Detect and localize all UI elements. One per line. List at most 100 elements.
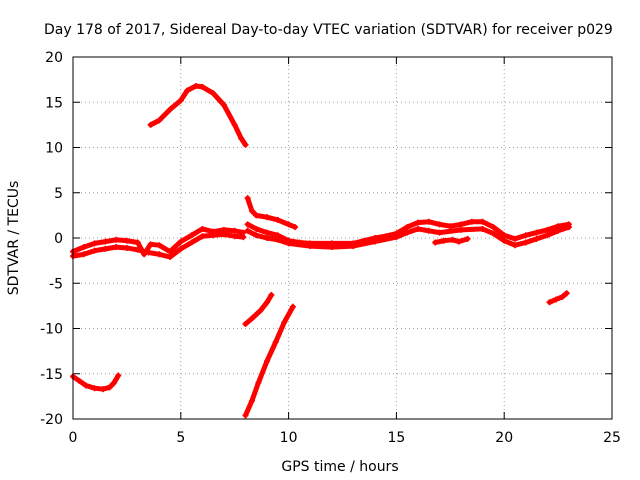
- x-tick-label: 15: [387, 430, 405, 446]
- data-point: [231, 233, 238, 240]
- y-tick-label: 5: [54, 186, 63, 202]
- data-point: [220, 101, 227, 108]
- data-point: [91, 247, 98, 254]
- y-tick-label: 10: [45, 141, 63, 157]
- data-point: [404, 229, 411, 236]
- data-point: [552, 296, 559, 303]
- data-point: [167, 254, 174, 261]
- x-axis-label: GPS time / hours: [281, 459, 398, 475]
- data-point: [240, 234, 247, 241]
- series-right-mid-segment: [242, 292, 275, 327]
- series-low-arc: [70, 372, 122, 393]
- series-line: [148, 83, 248, 148]
- series-jump-segment: [244, 195, 299, 231]
- x-tick-label: 25: [603, 430, 621, 446]
- data-point: [242, 141, 249, 148]
- data-point: [156, 117, 163, 124]
- data-point: [82, 382, 89, 389]
- data-point: [244, 227, 251, 234]
- data-point: [91, 385, 98, 392]
- data-point: [328, 244, 335, 251]
- data-point: [115, 372, 122, 379]
- data-point: [264, 358, 271, 365]
- x-tick-label: 0: [69, 430, 78, 446]
- data-point: [393, 234, 400, 241]
- data-point: [274, 216, 281, 223]
- data-point: [522, 232, 529, 239]
- data-point: [253, 232, 260, 239]
- data-point: [285, 221, 292, 228]
- data-point: [464, 235, 471, 242]
- data-point: [264, 214, 271, 221]
- data-point: [177, 97, 184, 104]
- data-point: [292, 224, 299, 231]
- data-point: [147, 241, 154, 248]
- series-steep-line: [242, 303, 296, 419]
- series-mid-band-lower: [244, 224, 572, 251]
- data-point: [425, 218, 432, 225]
- data-point: [414, 225, 421, 232]
- grid: [73, 57, 612, 419]
- series-short-dips: [432, 235, 471, 246]
- data-point: [177, 245, 184, 252]
- data-point: [80, 244, 87, 251]
- data-point: [80, 251, 87, 258]
- data-series: [70, 82, 572, 419]
- data-point: [113, 244, 120, 251]
- data-point: [199, 225, 206, 232]
- data-point: [244, 221, 251, 228]
- data-point: [501, 237, 508, 244]
- y-tick-label: -20: [40, 412, 63, 428]
- data-point: [134, 246, 141, 253]
- data-point: [546, 299, 553, 306]
- data-point: [248, 207, 255, 214]
- x-tick-label: 5: [176, 430, 185, 446]
- data-point: [414, 219, 421, 226]
- data-point: [257, 307, 264, 314]
- data-point: [199, 83, 206, 90]
- data-point: [91, 240, 98, 247]
- data-point: [350, 243, 357, 250]
- data-point: [555, 227, 562, 234]
- data-point: [449, 236, 456, 243]
- data-point: [134, 239, 141, 246]
- data-point: [436, 229, 443, 236]
- data-point: [272, 339, 279, 346]
- plot-frame: [72, 56, 613, 420]
- data-point: [145, 249, 152, 256]
- data-point: [371, 238, 378, 245]
- data-point: [210, 232, 217, 239]
- x-axis-ticks: 0 5 10 15 20 25: [69, 57, 621, 446]
- data-point: [248, 315, 255, 322]
- data-point: [479, 218, 486, 225]
- y-tick-label: -10: [40, 322, 63, 338]
- data-point: [559, 293, 566, 300]
- data-point: [436, 221, 443, 228]
- data-point: [544, 232, 551, 239]
- data-point: [238, 135, 245, 142]
- data-point: [253, 212, 260, 219]
- data-point: [102, 238, 109, 245]
- chart-title: Day 178 of 2017, Sidereal Day-to-day VTE…: [44, 22, 613, 38]
- data-point: [468, 218, 475, 225]
- y-axis-label: SDTVAR / TECUs: [6, 181, 22, 296]
- data-point: [76, 377, 83, 384]
- data-point: [511, 242, 518, 249]
- data-point: [274, 236, 281, 243]
- data-point: [404, 224, 411, 231]
- y-tick-label: 20: [45, 50, 63, 66]
- series-main-band: [70, 225, 247, 258]
- data-point: [264, 235, 271, 241]
- y-tick-label: -15: [40, 367, 63, 383]
- data-point: [199, 233, 206, 240]
- x-tick-label: 20: [495, 430, 513, 446]
- data-point: [123, 237, 130, 244]
- data-point: [533, 229, 540, 236]
- series-upper-arc: [147, 82, 249, 148]
- data-point: [490, 224, 497, 231]
- data-point: [264, 229, 271, 236]
- data-point: [425, 227, 432, 234]
- data-point: [192, 82, 199, 89]
- data-point: [231, 227, 238, 234]
